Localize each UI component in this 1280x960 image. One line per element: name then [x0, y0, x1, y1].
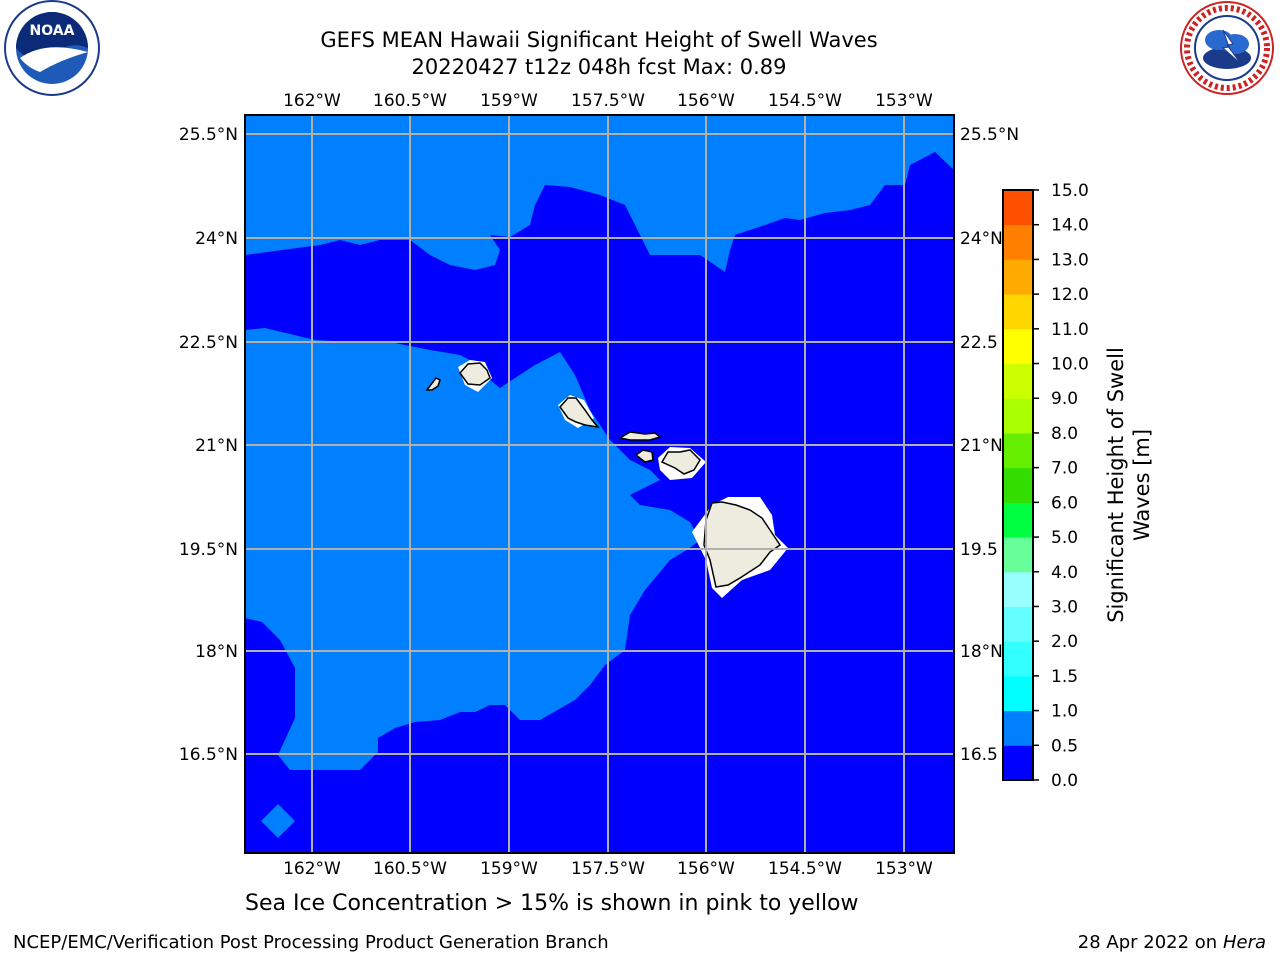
colorbar-segment [1003, 571, 1033, 607]
map-frame [244, 114, 955, 854]
colorbar-tick-label: 14.0 [1051, 216, 1089, 236]
footer-host: Hera [1222, 932, 1266, 953]
map-area [245, 115, 954, 853]
colorbar-tick-label: 8.0 [1051, 424, 1078, 444]
island-molokai [617, 431, 662, 441]
lat-tick-right: 18°N [960, 642, 1003, 662]
colorbar-label: Significant Height of Swell Waves [m] [1104, 347, 1154, 623]
colorbar-tick-label: 1.0 [1051, 702, 1078, 722]
colorbar-segment [1003, 675, 1033, 712]
colorbar-segment [1003, 502, 1033, 538]
longitude-ticks-bottom: 162°W 160.5°W 159°W 157.5°W 156°W 154.5°… [283, 859, 933, 879]
island-lanai [634, 449, 654, 463]
colorbar-ticks: 0.0 0.5 1.0 1.5 2.0 3.0 4.0 5.0 6.0 7.0 8.0 9.0 10.0… [1033, 181, 1089, 791]
lon-tick-top: 156°W [677, 91, 735, 111]
lon-tick-top: 157.5°W [571, 91, 645, 111]
colorbar-segment [1003, 606, 1033, 642]
colorbar-segment [1003, 398, 1033, 434]
colorbar-tick-label: 15.0 [1051, 181, 1089, 201]
lat-tick-left: 18°N [195, 642, 238, 662]
chart-subtitle-forecast: 20220427 t12z 048h fcst Max: 0.89 [411, 55, 787, 79]
latitude-ticks-left: 25.5°N 24°N 22.5°N 21°N 19.5°N 18°N 16.5… [179, 125, 238, 765]
longitude-ticks-top: 162°W 160.5°W 159°W 157.5°W 156°W 154.5°… [283, 91, 933, 111]
lat-tick-left: 22.5°N [179, 333, 238, 353]
lon-tick-bottom: 157.5°W [571, 859, 645, 879]
lat-tick-right: 19.5 [960, 540, 998, 560]
footer-date: 28 Apr 2022 on Hera [1078, 932, 1266, 953]
colorbar-segment [1003, 467, 1033, 503]
footer-date-text: 28 Apr 2022 on [1077, 932, 1223, 953]
lat-tick-right: 16.5 [960, 745, 998, 765]
colorbar-frame [1002, 189, 1034, 781]
lat-tick-right: 22.5 [960, 333, 998, 353]
lat-tick-left: 19.5°N [179, 540, 238, 560]
colorbar-segment [1003, 710, 1033, 746]
lat-tick-right: 24°N [960, 229, 1003, 249]
colorbar-tick-label: 0.0 [1051, 771, 1078, 791]
colorbar-segment [1003, 363, 1033, 399]
lon-tick-bottom: 154.5°W [768, 859, 842, 879]
colorbar-segment [1003, 641, 1033, 677]
colorbar-label-line2: Waves [m] [1130, 429, 1154, 541]
noaa-logo-text: NOAA [30, 23, 75, 39]
colorbar-tick-label: 2.0 [1051, 632, 1078, 652]
island-maui [660, 449, 701, 475]
colorbar-tick-label: 7.0 [1051, 459, 1078, 479]
colorbar-tick-label: 3.0 [1051, 597, 1078, 617]
lon-tick-bottom: 162°W [283, 859, 341, 879]
colorbar-tick-label: 6.0 [1051, 493, 1078, 513]
chart-title: GEFS MEAN Hawaii Significant Height of S… [320, 28, 878, 52]
colorbar-label-line1: Significant Height of Swell [1104, 347, 1128, 623]
swell-band-north [245, 115, 954, 272]
colorbar-tick-label: 13.0 [1051, 250, 1089, 270]
colorbar-tick-label: 0.5 [1051, 736, 1078, 756]
colorbar-tick-label: 1.5 [1051, 667, 1078, 687]
colorbar-tick-label: 12.0 [1051, 285, 1089, 305]
gridlines [245, 115, 954, 853]
island-oahu [559, 397, 600, 429]
lon-tick-bottom: 156°W [677, 859, 735, 879]
lat-tick-left: 24°N [195, 229, 238, 249]
colorbar-tick-label: 9.0 [1051, 389, 1078, 409]
colorbar-segment [1003, 224, 1033, 260]
lat-tick-left: 16.5°N [179, 745, 238, 765]
lat-tick-left: 21°N [195, 436, 238, 456]
footer-credit: NCEP/EMC/Verification Post Processing Pr… [13, 932, 609, 953]
colorbar-tick-label: 11.0 [1051, 320, 1089, 340]
lat-tick-right: 21°N [960, 436, 1003, 456]
lon-tick-bottom: 159°W [480, 859, 538, 879]
lon-tick-top: 159°W [480, 91, 538, 111]
lat-tick-right: 25.5°N [960, 125, 1019, 145]
colorbar-segment [1003, 537, 1033, 573]
colorbar-segment [1003, 294, 1033, 330]
islands [425, 362, 782, 588]
swell-patch-diamond [261, 804, 295, 838]
colorbar-segment [1003, 328, 1033, 365]
latitude-ticks-right: 25.5°N 24°N 22.5 21°N 19.5 18°N 16.5 [960, 125, 1019, 765]
lon-tick-top: 153°W [875, 91, 933, 111]
lon-tick-bottom: 153°W [875, 859, 933, 879]
lon-tick-top: 162°W [283, 91, 341, 111]
lat-tick-left: 25.5°N [179, 125, 238, 145]
island-kauai [459, 362, 491, 386]
island-niihau [425, 377, 441, 391]
lon-tick-top: 160.5°W [373, 91, 447, 111]
colorbar-tick-label: 5.0 [1051, 528, 1078, 548]
colorbar-segment [1003, 259, 1033, 295]
sea-ice-note: Sea Ice Concentration > 15% is shown in … [245, 891, 859, 916]
colorbar-tick-label: 4.0 [1051, 563, 1078, 583]
lon-tick-bottom: 160.5°W [373, 859, 447, 879]
colorbar-segment [1003, 745, 1033, 781]
colorbar-segment [1003, 432, 1033, 469]
colorbar-segment [1003, 190, 1033, 226]
noaa-logo: NOAA [4, 0, 100, 96]
colorbar [1002, 189, 1034, 781]
nws-logo [1180, 1, 1274, 95]
lon-tick-top: 154.5°W [768, 91, 842, 111]
colorbar-tick-label: 10.0 [1051, 355, 1089, 375]
